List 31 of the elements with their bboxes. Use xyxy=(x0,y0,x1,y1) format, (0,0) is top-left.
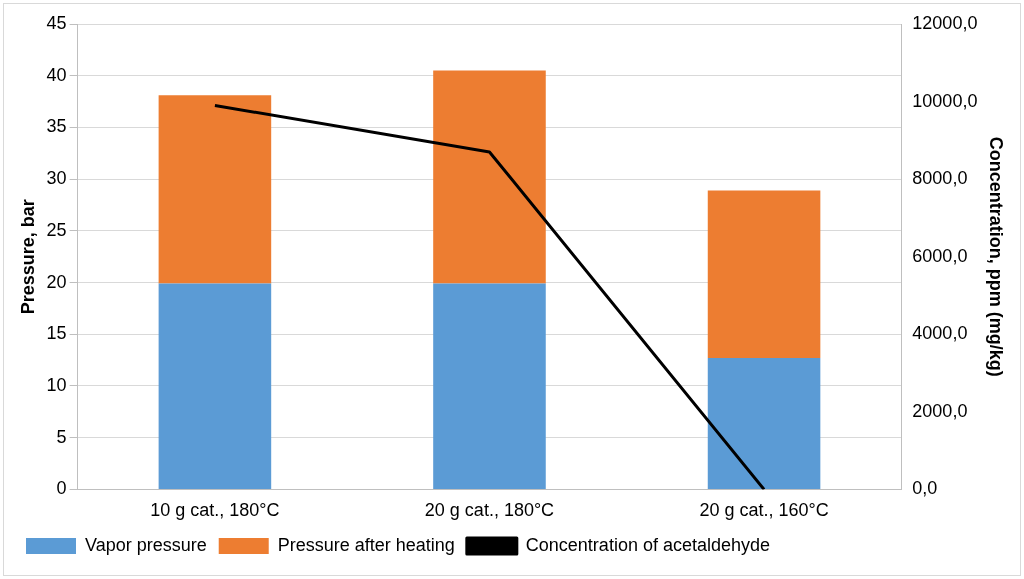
y2-tick-label: 12000,0 xyxy=(912,12,978,33)
y-tick-label: 30 xyxy=(46,168,67,189)
x-tick-label: 10 g cat., 180°C xyxy=(150,500,280,521)
bar xyxy=(158,283,272,489)
y-tick-label: 5 xyxy=(56,426,67,447)
y-tick-label: 20 xyxy=(46,271,67,292)
y-tick-label: 10 xyxy=(46,374,67,395)
bar xyxy=(433,283,546,489)
y-tick-label: 35 xyxy=(46,116,67,137)
bar xyxy=(707,358,821,489)
y-tick-label: 45 xyxy=(46,12,67,33)
y2-tick-label: 6000,0 xyxy=(912,245,968,266)
legend-label: Concentration of acetaldehyde xyxy=(525,534,770,555)
y-tick-label: 0 xyxy=(56,478,67,499)
y2-tick-label: 0,0 xyxy=(912,478,938,499)
y2-tick-label: 8000,0 xyxy=(912,168,968,189)
bar xyxy=(158,95,272,284)
legend-label: Vapor pressure xyxy=(85,534,207,555)
y2-tick-label: 2000,0 xyxy=(912,400,968,421)
x-tick-label: 20 g cat., 180°C xyxy=(424,500,555,521)
y-axis-title: Pressure, bar xyxy=(17,199,38,315)
bar xyxy=(433,70,546,284)
legend-label: Pressure after heating xyxy=(277,534,455,555)
x-tick-label: 20 g cat., 160°C xyxy=(699,500,829,521)
y-tick-label: 15 xyxy=(46,323,67,344)
y-tick-label: 40 xyxy=(46,64,67,85)
y-tick-label: 25 xyxy=(46,219,67,240)
y2-tick-label: 4000,0 xyxy=(912,323,968,344)
y2-axis-title: Concentration, ppm (mg/kg) xyxy=(986,136,1007,377)
bar xyxy=(707,190,821,359)
y2-tick-label: 10000,0 xyxy=(912,90,978,111)
